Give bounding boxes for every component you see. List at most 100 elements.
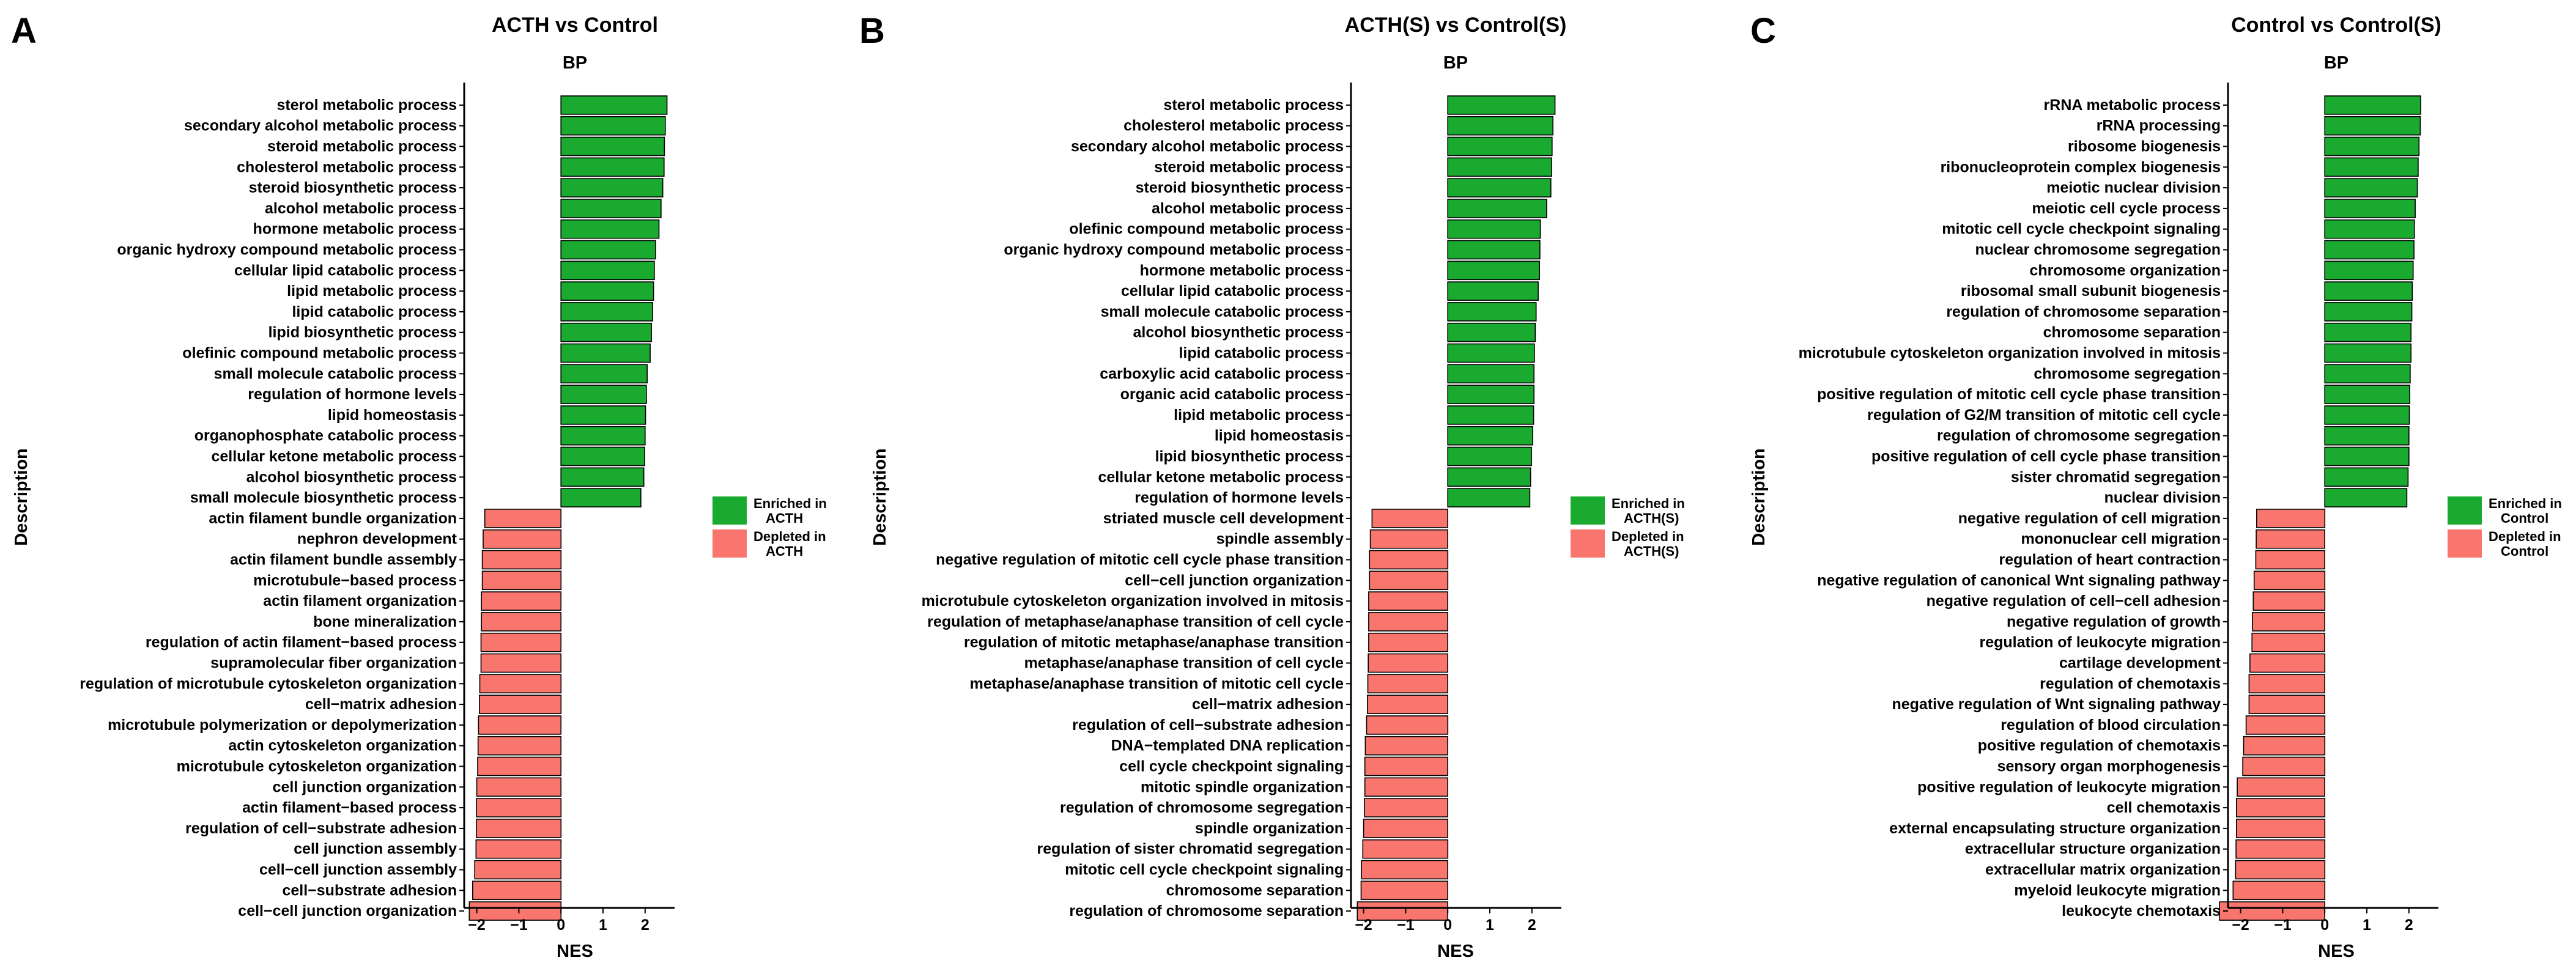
bar: [2324, 302, 2413, 322]
x-tick-label: 1: [599, 916, 607, 934]
bar: [2324, 446, 2410, 466]
bar: [1368, 632, 1448, 652]
panel-subtitle: BP: [2324, 53, 2348, 73]
category-label: ribonucleoprotein complex biogenesis: [1941, 158, 2221, 175]
bar: [2232, 880, 2326, 901]
bar: [474, 860, 562, 880]
bar: [2324, 219, 2415, 239]
bar: [560, 136, 665, 157]
category-label: leukocyte chemotaxis: [2062, 902, 2221, 920]
bar: [2324, 281, 2413, 301]
category-label: alcohol biosynthetic process: [246, 468, 457, 485]
category-label: secondary alcohol metabolic process: [1071, 138, 1344, 155]
bar: [2235, 839, 2326, 859]
bar: [2237, 777, 2326, 797]
bar: [2255, 550, 2325, 570]
category-label: extracellular matrix organization: [1985, 861, 2221, 879]
bar: [477, 756, 561, 776]
category-label: small molecule catabolic process: [1101, 303, 1344, 320]
bar: [1364, 798, 1448, 817]
category-label: actin filament organization: [263, 592, 457, 610]
category-label: regulation of chromosome separation: [1069, 902, 1344, 920]
panel-title: Control vs Control(S): [2231, 13, 2441, 37]
category-label: cell−substrate adhesion: [282, 882, 457, 899]
bar: [560, 405, 646, 425]
category-label: regulation of sister chromatid segregati…: [1037, 841, 1344, 858]
bar: [2324, 136, 2420, 157]
y-axis-label: Description: [870, 448, 890, 546]
legend-swatch-enriched: [2448, 496, 2482, 525]
panel-a: A ACTH vs Control BP Description NES ste…: [11, 11, 827, 961]
bar: [1447, 302, 1537, 322]
bar: [2236, 798, 2326, 817]
bar: [477, 736, 562, 756]
category-label: actin filament−based process: [242, 799, 457, 816]
bar: [560, 240, 656, 260]
legend-label-enriched: Enriched in ACTH(S): [1612, 496, 1685, 526]
category-label: cellular ketone metabolic process: [211, 448, 457, 465]
category-label: regulation of chromosome separation: [1946, 303, 2221, 320]
bar: [480, 632, 561, 652]
y-axis-label: Description: [1749, 448, 1769, 546]
category-label: striated muscle cell development: [1103, 510, 1344, 527]
category-label: microtubule cytoskeleton organization in…: [1799, 345, 2221, 362]
bar: [1447, 116, 1553, 136]
category-label: sister chromatid segregation: [2011, 468, 2221, 485]
bar: [2324, 385, 2410, 404]
category-label: carboxylic acid catabolic process: [1100, 365, 1344, 382]
x-axis-label: NES: [557, 942, 593, 961]
x-tick-label: −1: [1397, 916, 1415, 934]
bar: [1447, 281, 1539, 301]
bar: [2324, 116, 2421, 136]
bar: [560, 446, 645, 466]
bar: [1368, 653, 1448, 673]
bar: [2324, 488, 2408, 507]
category-label: cell−matrix adhesion: [1192, 696, 1344, 713]
category-label: regulation of hormone levels: [248, 386, 457, 403]
x-tick-label: 1: [2363, 916, 2371, 934]
category-label: mitotic spindle organization: [1141, 778, 1344, 795]
x-axis-label: NES: [2318, 942, 2355, 961]
bar: [560, 281, 654, 301]
bar: [483, 529, 562, 549]
category-label: regulation of actin filament−based proce…: [146, 634, 457, 651]
panel-subtitle: BP: [1443, 53, 1468, 73]
bar: [1447, 136, 1553, 157]
category-label: rRNA metabolic process: [2044, 97, 2221, 114]
bar: [2324, 95, 2421, 115]
category-label: alcohol metabolic process: [1152, 200, 1344, 217]
category-label: cellular ketone metabolic process: [1098, 468, 1344, 485]
legend-swatch-enriched: [712, 496, 747, 525]
legend-swatch-depleted: [1571, 529, 1605, 558]
bar: [481, 550, 562, 570]
panel-letter: B: [859, 11, 885, 51]
bar: [2324, 426, 2410, 446]
category-label: actin filament bundle organization: [209, 510, 457, 527]
bar: [480, 653, 561, 673]
category-label: positive regulation of chemotaxis: [1978, 737, 2221, 754]
bar: [468, 901, 562, 921]
category-label: lipid homeostasis: [328, 407, 457, 424]
category-label: lipid catabolic process: [292, 303, 457, 320]
bar: [476, 798, 562, 817]
category-label: myeloid leukocyte migration: [2014, 882, 2221, 899]
category-label: regulation of heart contraction: [1999, 551, 2221, 569]
bar: [560, 322, 652, 342]
bar: [1356, 901, 1449, 921]
category-label: nuclear chromosome segregation: [1975, 242, 2221, 259]
category-label: regulation of leukocyte migration: [1980, 634, 2221, 651]
bar: [1364, 736, 1448, 756]
bar: [560, 364, 648, 384]
bar: [1364, 756, 1448, 776]
bar: [2236, 819, 2326, 838]
bar: [560, 260, 655, 281]
category-label: cell−cell junction assembly: [259, 861, 457, 879]
category-label: regulation of mitotic metaphase/anaphase…: [964, 634, 1344, 651]
category-label: small molecule catabolic process: [214, 365, 457, 382]
category-label: chromosome organization: [2029, 262, 2221, 279]
bar: [2248, 674, 2325, 694]
category-label: sterol metabolic process: [276, 97, 457, 114]
bar: [2324, 405, 2410, 425]
category-label: DNA−templated DNA replication: [1111, 737, 1344, 754]
